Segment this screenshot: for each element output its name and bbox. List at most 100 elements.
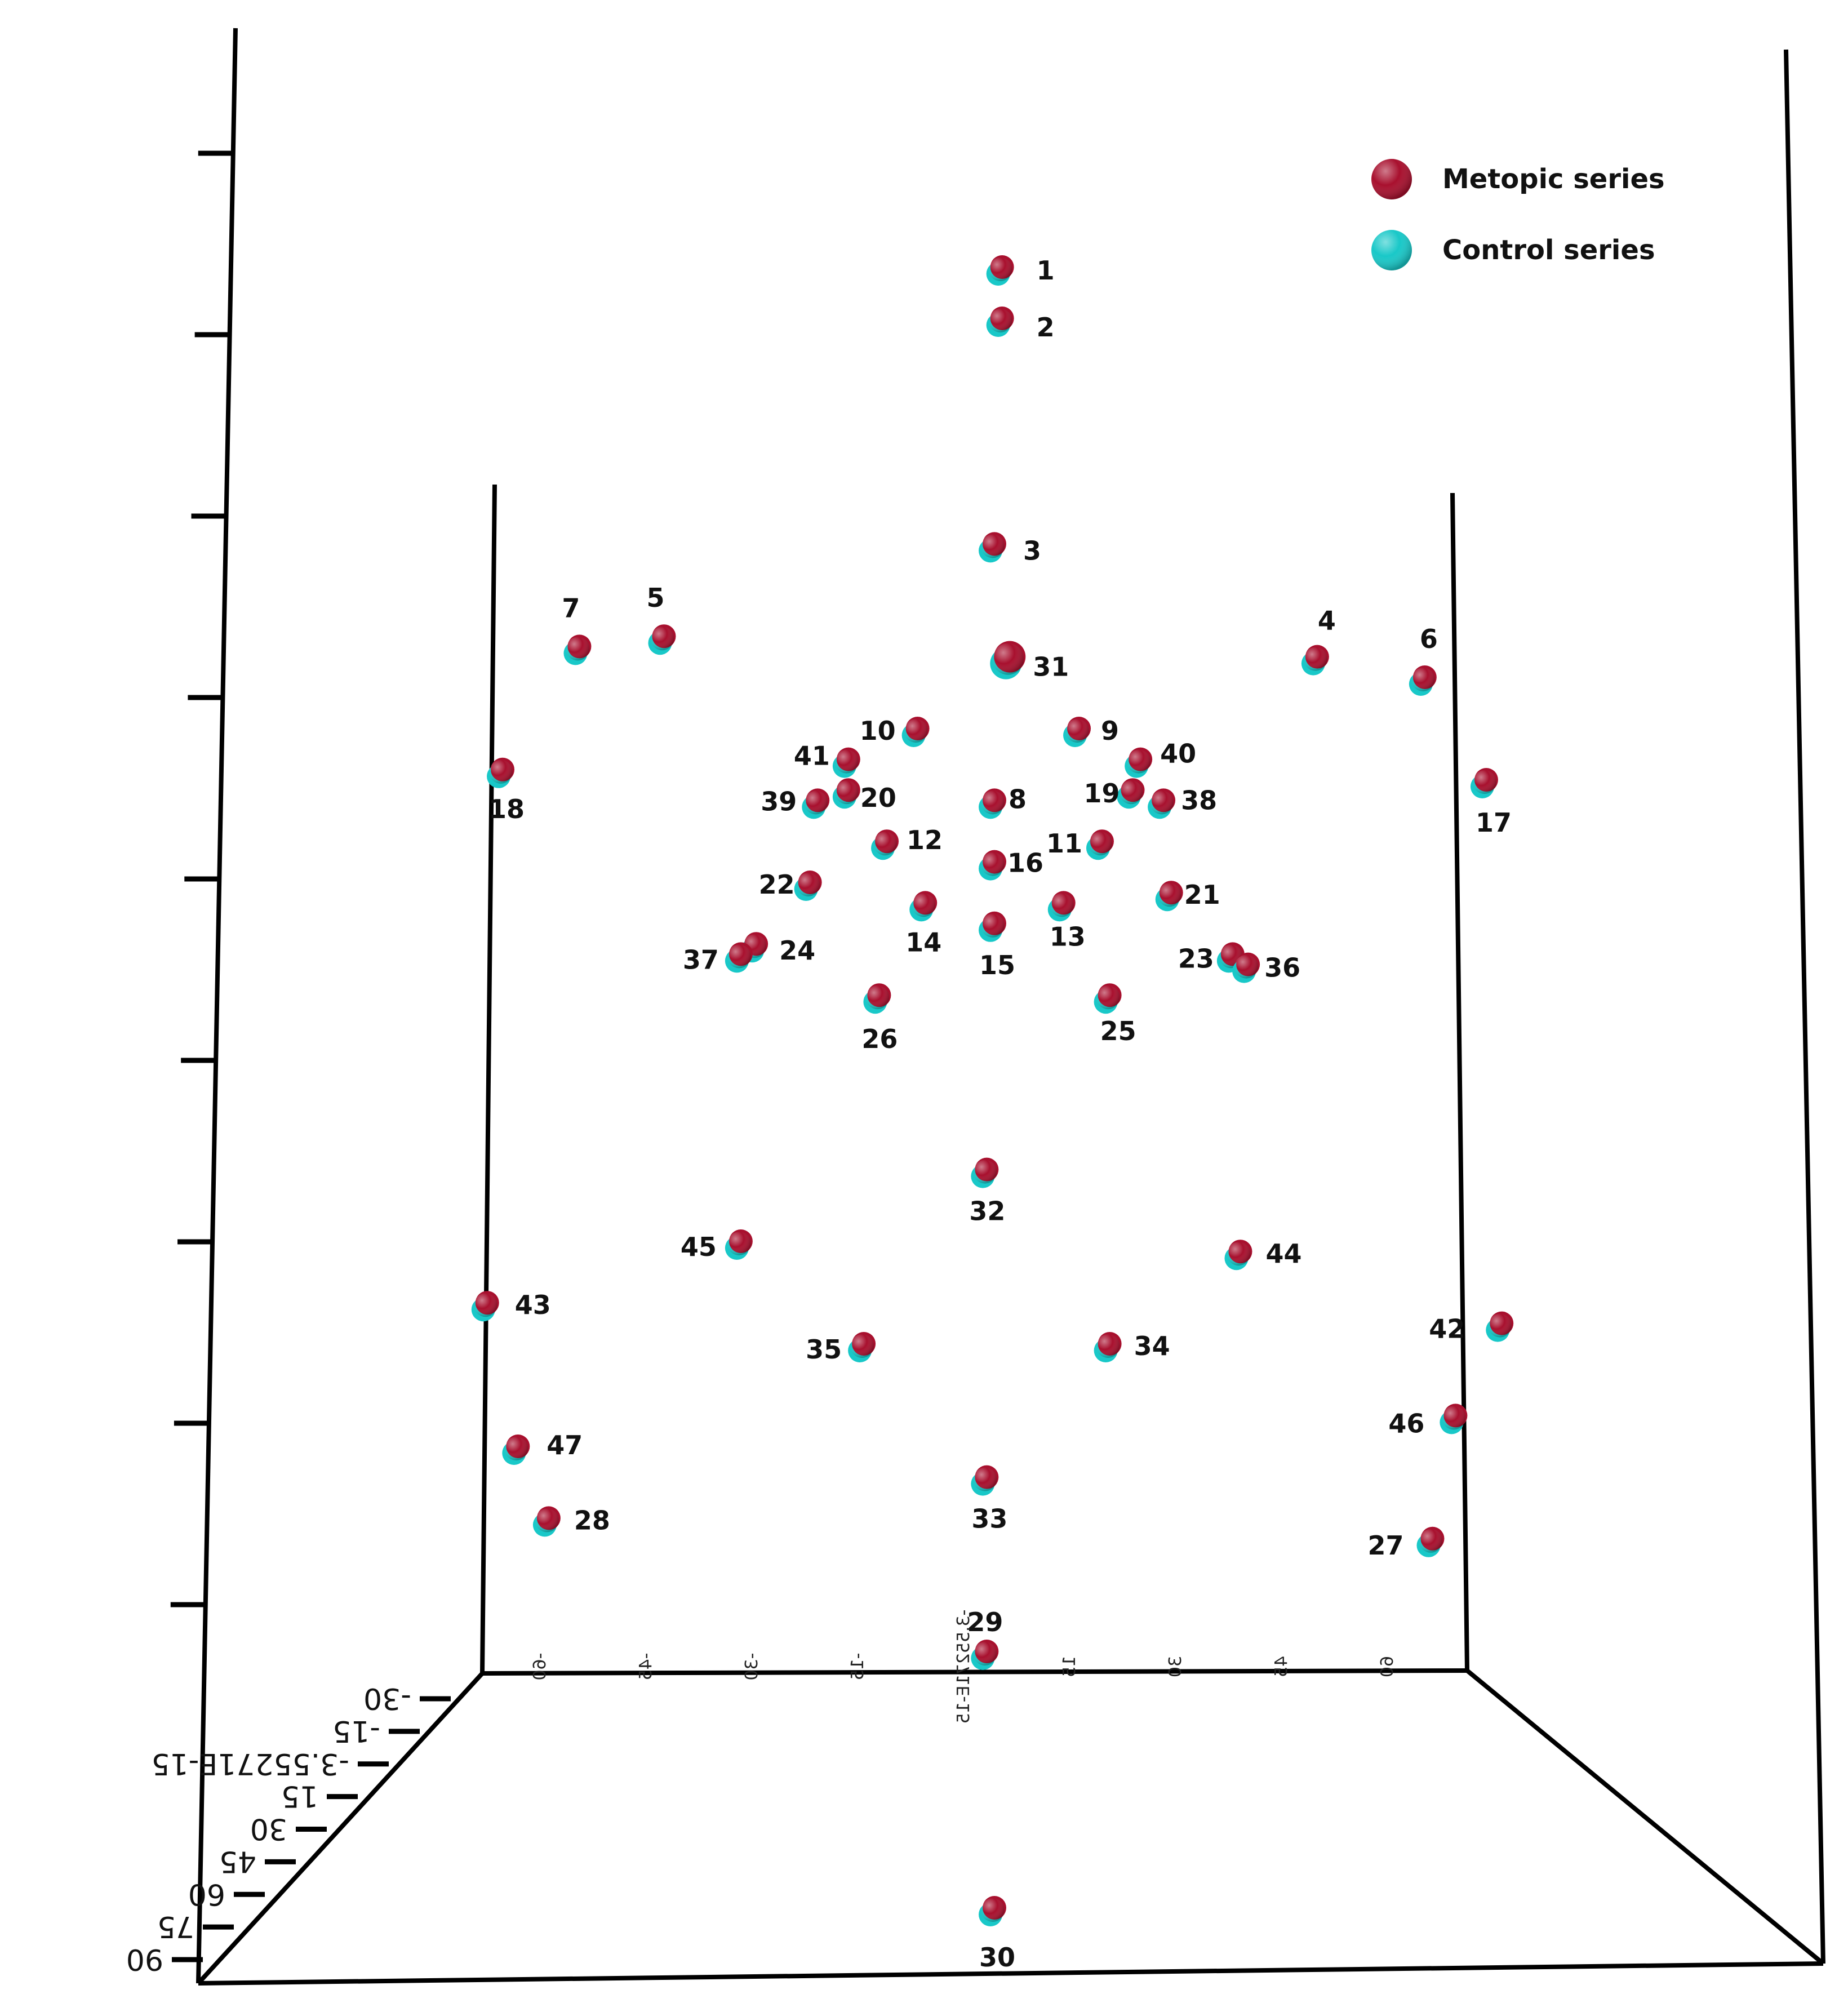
back-right-edge (1450, 492, 1469, 1671)
landmark-label: 9 (1101, 716, 1119, 746)
back-bottom-edge (482, 1668, 1468, 1676)
z-tick-label: 60 (188, 1877, 225, 1911)
back-left-edge (480, 484, 497, 1674)
landmark-point (990, 641, 1026, 679)
landmark-point (1301, 645, 1329, 676)
landmark-label: 18 (488, 794, 525, 824)
landmark-point (1409, 665, 1437, 696)
landmark-label: 42 (1429, 1314, 1465, 1344)
landmark-points (471, 255, 1514, 1926)
x-tick-label: -60 (530, 1653, 550, 1681)
x-tick-label: -30 (742, 1653, 762, 1681)
landmark-label: 21 (1184, 880, 1220, 910)
z-tick-label: 45 (219, 1844, 256, 1878)
landmark-label: 35 (806, 1334, 842, 1365)
floor-left-edge (197, 1672, 484, 1985)
landmark-label: 43 (515, 1290, 551, 1320)
landmark-point (1063, 717, 1091, 747)
landmark-label: 14 (905, 927, 941, 957)
landmark-label: 24 (779, 935, 815, 966)
landmark-label: 22 (759, 869, 795, 900)
front-right-edge (1784, 49, 1825, 1964)
landmark-point (979, 850, 1006, 881)
landmark-point (1148, 788, 1176, 819)
landmark-label: 44 (1265, 1238, 1301, 1269)
landmark-label: 30 (979, 1942, 1015, 1973)
z-tick-label: -30 (363, 1681, 411, 1715)
landmark-point (971, 1465, 999, 1496)
landmark-point (971, 1640, 999, 1670)
landmark-label: 37 (683, 944, 719, 975)
y-axis-ticks (170, 150, 233, 1607)
landmark-point (1094, 983, 1122, 1014)
landmark-point (532, 1506, 561, 1537)
z-tick-label: 90 (126, 1942, 163, 1976)
legend: Metopic series Control series (1371, 159, 1665, 270)
landmark-label: 23 (1178, 943, 1214, 974)
landmark-label: 31 (1033, 652, 1069, 682)
landmark-point (1440, 1404, 1468, 1434)
landmark-label: 16 (1007, 848, 1043, 878)
landmark-labels: 1234567891011121314151617181920212223242… (488, 255, 1512, 1973)
landmark-label: 29 (967, 1607, 1003, 1637)
legend-label: Metopic series (1442, 163, 1665, 195)
landmark-point (832, 747, 860, 778)
landmark-point (986, 307, 1014, 337)
landmark-point (901, 717, 930, 747)
landmark-label: 46 (1388, 1408, 1424, 1438)
landmark-point (979, 532, 1006, 563)
landmark-point (1047, 891, 1076, 922)
landmark-label: 32 (969, 1196, 1005, 1227)
landmark-point (979, 788, 1006, 819)
landmark-label: 19 (1084, 778, 1120, 809)
landmark-label: 17 (1476, 807, 1512, 838)
landmark-point (979, 911, 1006, 942)
z-tick-label: 75 (157, 1909, 194, 1943)
landmark-point (802, 788, 830, 819)
landmark-point (1232, 952, 1260, 983)
x-tick-label: 30 (1166, 1656, 1185, 1677)
landmark-point (871, 829, 899, 860)
x-tick-label: 45 (1272, 1656, 1291, 1677)
landmark-point (487, 757, 515, 788)
x-tick-label: -15 (848, 1653, 868, 1681)
landmark-label: 20 (860, 783, 896, 813)
landmark-point (909, 891, 938, 922)
landmark-point (471, 1291, 499, 1322)
x-tick-label: -45 (636, 1653, 656, 1681)
landmark-label: 27 (1367, 1530, 1403, 1561)
z-axis-ticks (172, 1696, 451, 1962)
landmark-label: 28 (574, 1505, 610, 1535)
landmark-label: 4 (1318, 606, 1336, 636)
landmark-point (648, 624, 676, 655)
landmark-point (863, 983, 891, 1014)
landmark-point (1470, 768, 1498, 798)
landmark-label: 40 (1160, 739, 1196, 769)
landmark-label: 11 (1046, 828, 1082, 859)
z-tick-label: 30 (250, 1812, 287, 1846)
landmark-point (979, 1896, 1006, 1926)
landmark-label: 33 (971, 1504, 1007, 1534)
axis-box (196, 28, 1825, 1986)
landmark-point (1117, 778, 1145, 809)
landmark-point (1125, 747, 1153, 778)
landmark-point (1094, 1332, 1122, 1362)
landmark-label: 8 (1009, 784, 1027, 814)
landmark-label: 25 (1100, 1016, 1136, 1046)
landmark-label: 36 (1264, 953, 1300, 983)
landmark-point (563, 634, 592, 665)
landmark-point (1155, 881, 1183, 912)
landmark-label: 10 (860, 716, 896, 746)
z-tick-label: -3.55271E-15 (151, 1747, 349, 1780)
landmark-label: 26 (861, 1024, 898, 1054)
landmark-point (848, 1332, 876, 1362)
x-tick-label: 15 (1060, 1656, 1080, 1677)
landmark-point (986, 255, 1014, 286)
z-tick-label: -15 (332, 1714, 380, 1748)
landmark-label: 5 (646, 583, 664, 613)
landmark-point (1224, 1240, 1252, 1271)
landmark-label: 12 (907, 825, 943, 855)
landmark-point (1086, 829, 1114, 860)
